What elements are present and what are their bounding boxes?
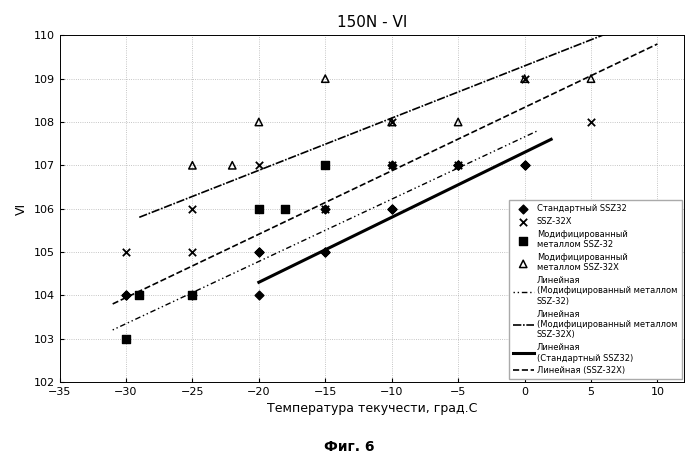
Модифицированный
металлом SSZ-32X <box>585 75 596 82</box>
Модифицированный
металлом SSZ-32 <box>120 335 131 342</box>
Стандартный SSZ32 <box>319 248 331 255</box>
Стандартный SSZ32 <box>187 292 198 299</box>
Модифицированный
металлом SSZ-32X <box>187 162 198 169</box>
Модифицированный
металлом SSZ-32X <box>519 75 530 82</box>
Стандартный SSZ32 <box>519 162 530 169</box>
SSZ-32X <box>187 205 198 212</box>
Модифицированный
металлом SSZ-32 <box>319 162 331 169</box>
Стандартный SSZ32 <box>519 162 530 169</box>
Стандартный SSZ32 <box>452 162 463 169</box>
Стандартный SSZ32 <box>319 205 331 212</box>
Стандартный SSZ32 <box>452 162 463 169</box>
Линейная
(Модифицированный металлом
SSZ-32) <box>533 128 542 133</box>
Модифицированный
металлом SSZ-32 <box>280 205 291 212</box>
Line: Линейная
(Стандартный SSZ32): Линейная (Стандартный SSZ32) <box>259 140 551 282</box>
Стандартный SSZ32 <box>386 162 397 169</box>
Линейная
(Модифицированный металлом
SSZ-32) <box>108 327 117 333</box>
SSZ-32X <box>319 205 331 212</box>
Линейная
(Стандартный SSZ32) <box>254 280 263 285</box>
SSZ-32X <box>452 162 463 169</box>
Модифицированный
металлом SSZ-32X <box>253 118 264 125</box>
Стандартный SSZ32 <box>386 205 397 212</box>
Стандартный SSZ32 <box>452 162 463 169</box>
Title: 150N - VI: 150N - VI <box>337 15 407 30</box>
Модифицированный
металлом SSZ-32X <box>319 75 331 82</box>
Модифицированный
металлом SSZ-32 <box>134 292 145 299</box>
Модифицированный
металлом SSZ-32 <box>187 292 198 299</box>
SSZ-32X <box>253 205 264 212</box>
Стандартный SSZ32 <box>386 205 397 212</box>
SSZ-32X <box>519 75 530 82</box>
Модифицированный
металлом SSZ-32X <box>386 118 397 125</box>
SSZ-32X <box>120 248 131 255</box>
SSZ-32X <box>187 248 198 255</box>
SSZ-32X <box>319 162 331 169</box>
Legend: Стандартный SSZ32, SSZ-32X, Модифицированный
металлом SSZ-32, Модифицированный
м: Стандартный SSZ32, SSZ-32X, Модифицирова… <box>509 200 682 380</box>
Стандартный SSZ32 <box>253 248 264 255</box>
SSZ-32X <box>386 162 397 169</box>
Стандартный SSZ32 <box>253 292 264 299</box>
Стандартный SSZ32 <box>319 248 331 255</box>
Y-axis label: VI: VI <box>15 202 28 215</box>
SSZ-32X <box>386 118 397 125</box>
Стандартный SSZ32 <box>253 248 264 255</box>
SSZ-32X <box>253 162 264 169</box>
Модифицированный
металлом SSZ-32X <box>226 162 238 169</box>
Стандартный SSZ32 <box>120 292 131 299</box>
Линейная
(Стандартный SSZ32) <box>547 137 555 142</box>
X-axis label: Температура текучести, град.С: Температура текучести, град.С <box>266 402 477 415</box>
Line: Линейная
(Модифицированный металлом
SSZ-32): Линейная (Модифицированный металлом SSZ-… <box>113 130 538 330</box>
SSZ-32X <box>585 118 596 125</box>
Стандартный SSZ32 <box>120 292 131 299</box>
Модифицированный
металлом SSZ-32X <box>452 118 463 125</box>
Text: Фиг. 6: Фиг. 6 <box>324 440 375 453</box>
Модифицированный
металлом SSZ-32 <box>253 205 264 212</box>
